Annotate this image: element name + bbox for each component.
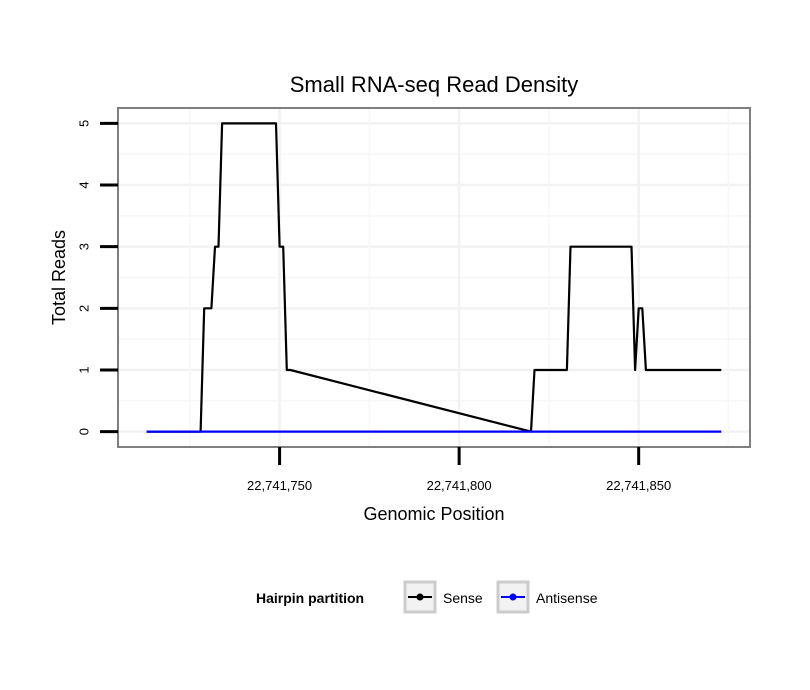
legend-title: Hairpin partition [256,590,364,606]
axes: 0 1 2 3 4 5 22,741,750 22,741,800 22,741,850 [76,120,671,493]
y-tick-label: 2 [76,305,91,312]
series-line-sense [146,122,722,433]
y-tick-label: 0 [76,428,91,435]
series-lines [146,122,722,433]
legend: Hairpin partition Sense Antisense [256,580,598,614]
y-tick-label: 1 [76,366,91,373]
y-tick-label: 4 [76,181,91,188]
legend-items: Sense Antisense [403,580,598,614]
x-tick-label: 22,741,750 [247,478,312,493]
legend-key-point-sense [416,593,424,601]
x-tick-label: 22,741,800 [427,478,492,493]
y-tick-label: 5 [76,120,91,127]
legend-label-antisense: Antisense [536,590,598,606]
x-axis-title: Genomic Position [363,504,504,524]
y-axis-title: Total Reads [49,230,69,325]
x-tick-label: 22,741,850 [606,478,671,493]
y-tick-label: 3 [76,243,91,250]
chart-title: Small RNA-seq Read Density [290,72,579,97]
legend-key-point-antisense [509,593,517,601]
plot-panel-border [117,107,751,448]
legend-label-sense: Sense [443,590,483,606]
